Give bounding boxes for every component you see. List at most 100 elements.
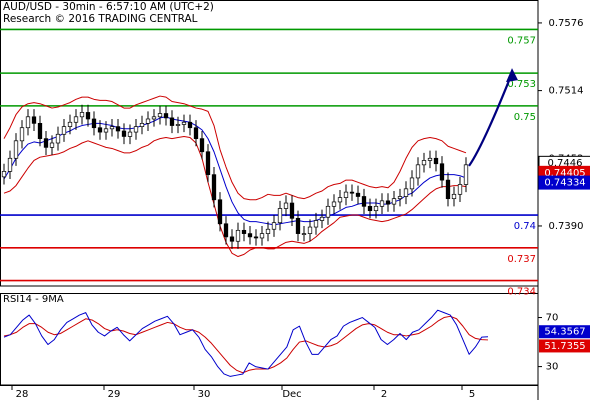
candle-11	[67, 114, 73, 135]
candle-body	[193, 127, 199, 139]
candle-body	[391, 198, 397, 205]
candle-body	[313, 220, 319, 228]
level-label-4: 0.737	[507, 254, 536, 265]
x-tick-label-4: 2	[381, 389, 387, 400]
candle-body	[385, 200, 391, 205]
candle-32	[193, 120, 199, 147]
candle-21	[127, 124, 133, 145]
x-tick-label-2: 30	[198, 389, 211, 400]
candle-67	[403, 181, 409, 205]
candle-body	[205, 151, 211, 176]
candle-60	[361, 188, 367, 214]
candle-63	[379, 193, 385, 214]
candle-22	[133, 118, 139, 140]
candle-body	[109, 126, 115, 130]
candle-body	[379, 200, 385, 207]
candle-29	[175, 116, 181, 134]
candle-77	[463, 157, 469, 193]
candle-61	[367, 198, 373, 219]
price-box-label-0: 0.7446	[548, 158, 583, 169]
candle-31	[187, 114, 193, 136]
candle-body	[91, 118, 97, 129]
candle-18	[109, 118, 115, 137]
candle-56	[337, 189, 343, 210]
candle-7	[43, 130, 49, 156]
candle-51	[307, 219, 313, 242]
candle-body	[367, 205, 373, 212]
candle-body	[433, 157, 439, 165]
candle-body	[331, 201, 337, 207]
x-tick-label-1: 29	[108, 389, 121, 400]
candle-35	[211, 167, 217, 208]
candle-body	[259, 233, 265, 239]
candle-body	[253, 236, 259, 239]
candle-body	[31, 116, 37, 124]
candle-43	[259, 225, 265, 246]
candle-34	[205, 144, 211, 183]
candle-37	[223, 216, 229, 245]
candle-2	[13, 133, 19, 166]
candle-body	[295, 217, 301, 234]
candle-69	[415, 157, 421, 186]
candle-66	[397, 188, 403, 207]
candle-42	[253, 229, 259, 246]
rsi-box-0	[539, 325, 590, 339]
candle-body	[283, 202, 289, 209]
candle-body	[157, 113, 163, 118]
candle-body	[37, 123, 43, 139]
rsi-box-label-1: 51.7355	[544, 341, 585, 352]
candle-body	[415, 164, 421, 179]
candle-12	[73, 109, 79, 130]
candle-body	[55, 133, 61, 144]
candle-body	[151, 116, 157, 120]
candle-body	[97, 127, 103, 133]
candle-body	[1, 171, 7, 178]
candle-body	[409, 177, 415, 190]
y-tick-label-3: 0.7390	[549, 221, 584, 232]
candle-59	[355, 185, 361, 205]
bollinger-upper-line	[3, 95, 467, 201]
rsi-box-1	[539, 339, 590, 353]
candle-39	[235, 222, 241, 249]
candle-body	[139, 123, 145, 127]
candle-40	[241, 222, 247, 242]
candle-body	[319, 216, 325, 221]
candle-body	[169, 117, 175, 126]
chart-copyright: Research © 2016 TRADING CENTRAL	[3, 13, 198, 25]
candle-72	[433, 150, 439, 172]
candle-55	[331, 194, 337, 214]
candle-body	[301, 233, 307, 235]
candle-body	[133, 126, 139, 133]
candle-16	[97, 120, 103, 140]
candle-body	[121, 130, 127, 137]
candle-body	[235, 229, 241, 242]
candle-body	[463, 164, 469, 185]
x-tick-label-3: Dec	[282, 389, 301, 400]
candle-body	[73, 116, 79, 123]
level-label-2: 0.75	[514, 112, 536, 123]
candle-6	[37, 115, 43, 147]
candle-body	[457, 184, 463, 195]
candle-19	[115, 118, 121, 139]
candle-body	[67, 121, 73, 127]
candle-13	[79, 104, 85, 125]
candle-26	[157, 105, 163, 125]
candle-64	[385, 193, 391, 212]
candle-body	[307, 226, 313, 234]
chart-title: AUD/USD - 30min - 6:57:10 AM (UTC+2)	[3, 1, 214, 13]
candle-24	[145, 111, 151, 131]
candle-28	[169, 110, 175, 134]
candle-74	[445, 172, 451, 207]
candle-body	[181, 121, 187, 125]
candle-body	[451, 193, 457, 200]
level-label-0: 0.757	[507, 35, 536, 46]
candle-52	[313, 212, 319, 235]
candle-body	[247, 233, 253, 238]
candle-body	[337, 197, 343, 203]
candle-33	[199, 130, 205, 160]
rsi-tick-label-0: 70	[546, 313, 559, 324]
candle-54	[325, 198, 331, 225]
y-tick-label-0: 0.7576	[549, 18, 584, 29]
candle-14	[85, 104, 91, 127]
candle-17	[103, 121, 109, 140]
